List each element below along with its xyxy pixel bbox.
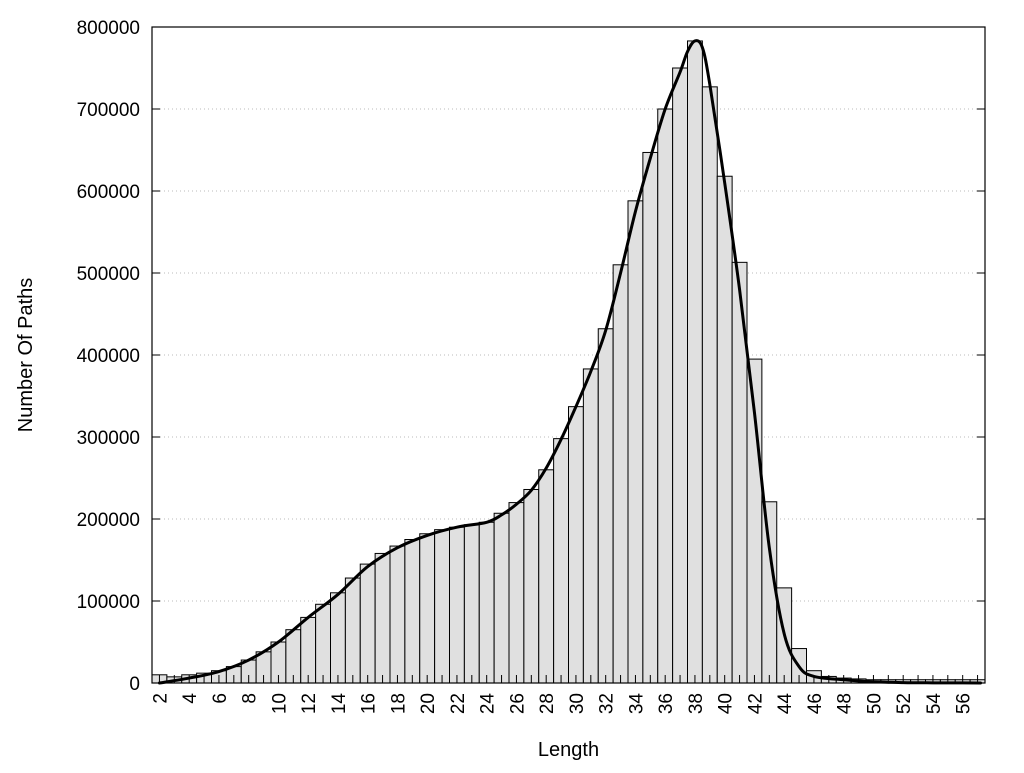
bars [151,40,986,684]
y-axis-label: Number Of Paths [15,278,37,433]
y-tick-label: 300000 [77,428,140,449]
bar [359,563,376,684]
bar [404,539,421,684]
y-tick-label: 100000 [77,592,140,613]
x-tick-label: 50 [864,693,885,714]
bar [701,86,718,684]
x-tick-label: 20 [418,693,439,714]
y-tick-label: 600000 [77,182,140,203]
x-tick-label: 14 [329,693,350,715]
bar [687,40,703,684]
bar [449,526,465,684]
x-tick-label: 22 [448,693,469,714]
bar [553,438,569,684]
x-tick-label: 38 [686,693,707,714]
x-tick-label: 36 [656,693,677,714]
bar [374,552,391,684]
x-tick-label: 16 [359,693,380,714]
bar [508,502,525,684]
x-tick-label: 6 [210,693,231,704]
bar [538,469,555,684]
y-tick-label: 500000 [77,264,140,285]
bar [419,533,436,684]
bar [582,368,599,684]
y-tick-label: 800000 [77,18,140,39]
x-tick-label: 4 [180,693,201,704]
bar [300,616,317,684]
x-tick-label: 52 [894,693,915,714]
y-tick-label: 0 [129,674,140,695]
fit-curve-layer [157,39,983,685]
x-tick-label: 26 [507,693,528,714]
bar [330,592,346,684]
x-tick-label: 28 [537,693,558,714]
x-tick-label: 18 [388,693,409,714]
x-tick-label: 32 [597,693,618,714]
y-tick-label: 700000 [77,100,140,121]
bar [597,328,614,684]
y-tick-label: 400000 [77,346,140,367]
bar [344,577,361,684]
x-tick-label: 24 [478,693,499,715]
x-tick-label: 12 [299,693,320,714]
x-tick-label: 54 [924,693,945,715]
x-tick-label: 42 [745,693,766,714]
bar [568,406,584,684]
bar [389,545,406,684]
x-tick-label: 30 [567,693,588,714]
x-tick-label: 34 [626,693,647,715]
bar [523,488,540,684]
y-tick-label: 200000 [77,510,140,531]
bar [493,512,510,684]
fit-curve [157,39,983,685]
x-axis-label: Length [538,739,599,761]
bar [315,603,331,684]
bar [672,67,688,684]
x-tick-label: 2 [150,693,171,704]
x-tick-label: 44 [775,693,796,715]
x-tick-label: 56 [954,693,975,714]
bar [642,151,659,684]
bar [434,529,450,684]
bar [716,175,733,684]
x-tick-label: 8 [240,693,261,704]
x-tick-label: 48 [835,693,856,714]
x-ticks: 2 4 6 8 10 12 14 16 18 20 22 24 26 28 30 32 34 36 38 40 42 44… [150,675,979,715]
x-tick-label: 10 [269,693,290,714]
bar [612,264,629,684]
bar [463,524,480,684]
y-ticks: 0 100000 200000 300000 400000 500000 600000 700… [77,18,985,695]
x-tick-label: 40 [716,693,737,714]
bar [657,108,674,684]
bar [627,200,644,684]
x-tick-label: 46 [805,693,826,714]
bar [478,521,495,684]
